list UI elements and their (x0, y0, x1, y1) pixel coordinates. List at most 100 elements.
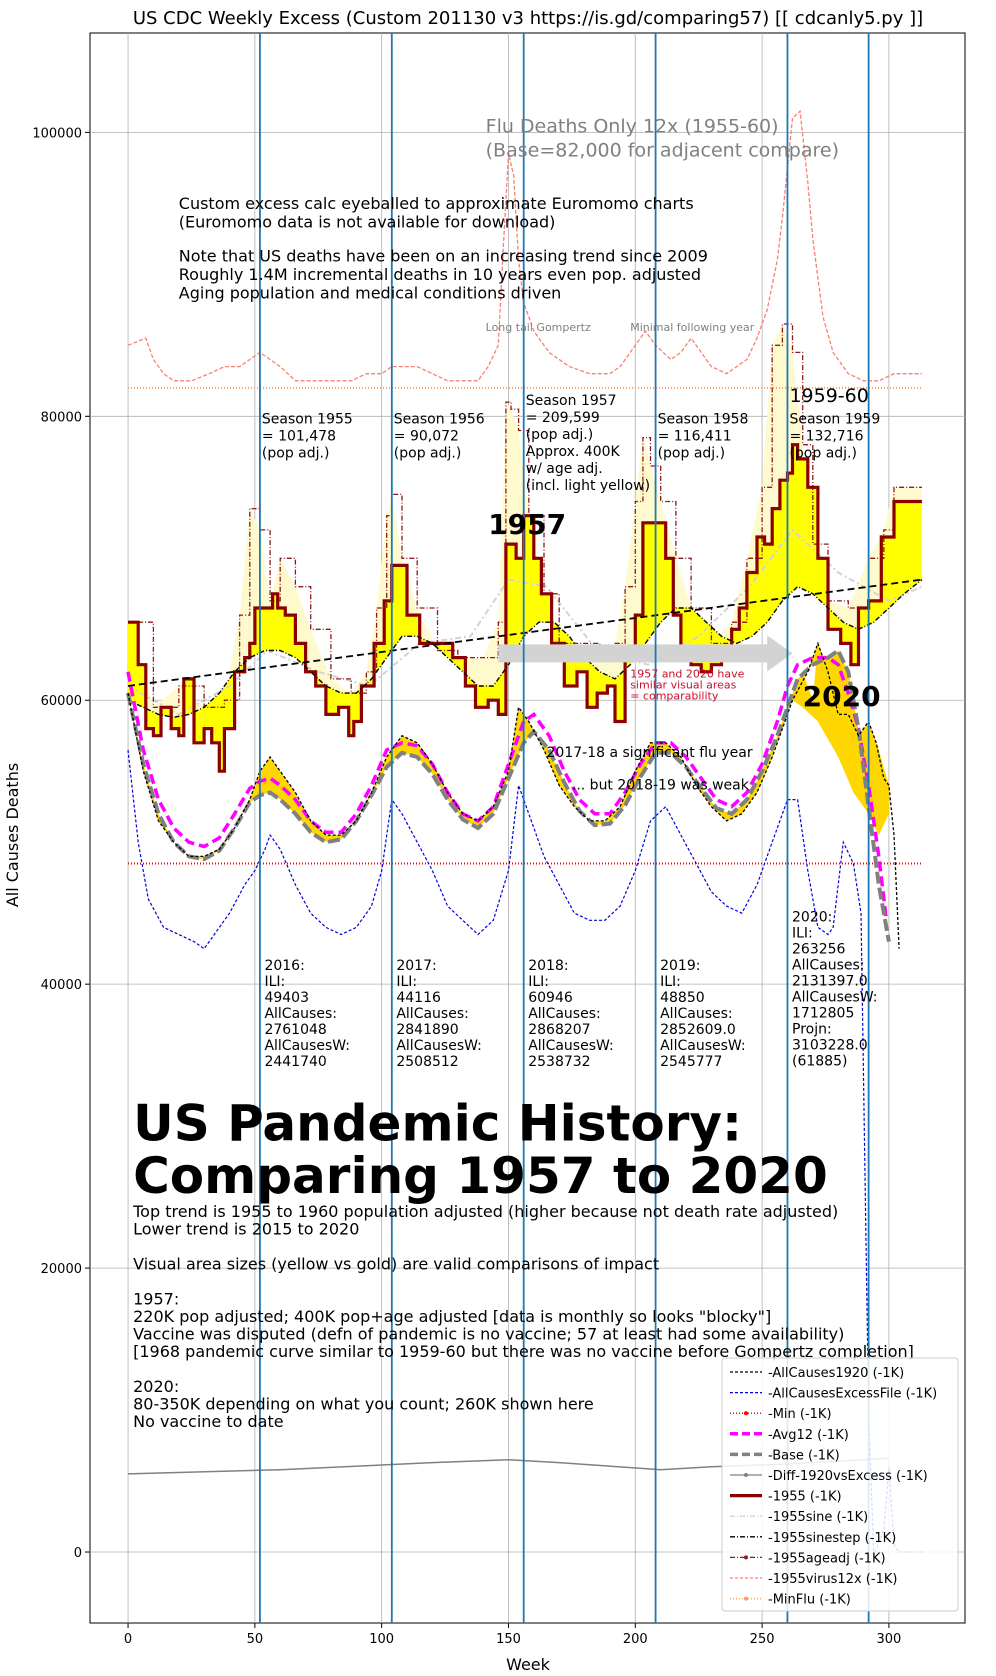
year-2017-stats: ILI: (396, 974, 417, 990)
year-2016-stats: ILI: (264, 974, 285, 990)
year-2018-stats: 2538732 (528, 1054, 590, 1070)
flu-2017-note: 2017-18 a significant flu year (547, 745, 753, 761)
y-tick-label: 80000 (41, 410, 82, 425)
year-2016-stats: 49403 (264, 990, 309, 1006)
y-tick-label: 20000 (41, 1262, 82, 1277)
body-note-line: 220K pop adjusted; 400K pop+age adjusted… (133, 1307, 771, 1326)
legend-entry: -1955ageadj (-1K) (768, 1551, 886, 1566)
year-2020-stats: (61885) (792, 1054, 847, 1070)
season-1955-label: = 101,478 (262, 428, 336, 444)
year-2017-stats: 2841890 (396, 1022, 458, 1038)
year-2018-stats: 60946 (528, 990, 573, 1006)
x-tick-label: 50 (247, 1632, 264, 1647)
year-2016-stats: AllCausesW: (264, 1038, 350, 1054)
season-1958-label: = 116,411 (658, 428, 732, 444)
label-1957: 1957 (488, 508, 566, 541)
flu-annotation-title: Flu Deaths Only 12x (1955-60) (486, 115, 779, 137)
label-1959-60: 1959-60 (789, 385, 868, 407)
year-2016-stats: 2016: (264, 958, 304, 974)
body-note-line: [1968 pandemic curve similar to 1959-60 … (133, 1342, 914, 1361)
legend-entry: -1955 (-1K) (768, 1490, 842, 1505)
year-2020-stats: ILI: (792, 926, 813, 942)
year-2019-stats: 48850 (660, 990, 705, 1006)
similar-areas-note: = comparability (630, 690, 719, 703)
season-1958-label: Season 1958 (658, 411, 749, 427)
year-2017-stats: 44116 (396, 990, 441, 1006)
legend-marker (744, 1473, 748, 1477)
y1955-line (128, 443, 922, 773)
year-2019-stats: 2852609.0 (660, 1022, 736, 1038)
year-2016-stats: AllCauses: (264, 1006, 337, 1022)
y-tick-label: 100000 (32, 126, 82, 141)
x-tick-label: 150 (496, 1632, 521, 1647)
year-2020-stats: Projn: (792, 1022, 832, 1038)
year-2018-stats: AllCauses: (528, 1006, 601, 1022)
x-tick-label: 0 (124, 1632, 132, 1647)
headline-subtitle: Comparing 1957 to 2020 (133, 1147, 828, 1205)
year-2020-stats: 2020: (792, 910, 832, 926)
body-note-line: Lower trend is 2015 to 2020 (133, 1219, 359, 1238)
season-1957-label: = 209,599 (526, 410, 600, 426)
season-1959-label: (pop adj.) (789, 445, 857, 461)
legend-entry: -1955sinestep (-1K) (768, 1531, 896, 1546)
season-1957-label: Approx. 400K (526, 444, 621, 460)
season-1957-label: (incl. light yellow) (526, 478, 650, 494)
season-1959-label: = 132,716 (789, 428, 863, 444)
year-2019-stats: AllCausesW: (660, 1038, 746, 1054)
similar-areas-note: similar visual areas (630, 679, 736, 692)
year-2017-stats: 2508512 (396, 1054, 458, 1070)
allcauses1920-line (127, 641, 900, 949)
gompertz-note: Long tail Gompertz (486, 321, 591, 334)
year-2020-stats: 263256 (792, 942, 846, 958)
comparison-arrow (498, 635, 793, 672)
legend-entry: -MinFlu (-1K) (768, 1593, 851, 1608)
year-2018-stats: ILI: (528, 974, 549, 990)
y-tick-label: 40000 (41, 978, 82, 993)
legend-box (721, 1357, 959, 1612)
body-note-line: Top trend is 1955 to 1960 population adj… (132, 1202, 838, 1221)
headline-title: US Pandemic History: (133, 1094, 742, 1152)
year-2020-stats: 3103228.0 (792, 1038, 868, 1054)
virus12x-line (127, 109, 922, 382)
season-1955-label: (pop adj.) (262, 445, 330, 461)
plot-area: 0 50 100 150 200 250 300 0 20000 40000 60000 80000 1… (32, 32, 966, 1647)
year-2020-stats: 1712805 (792, 1006, 854, 1022)
x-tick-label: 300 (876, 1632, 901, 1647)
trend-note: Aging population and medical conditions … (179, 283, 562, 302)
season-1956-label: (pop adj.) (394, 445, 462, 461)
year-2016-stats: 2441740 (264, 1054, 326, 1070)
body-note-line: Visual area sizes (yellow vs gold) are v… (133, 1254, 659, 1273)
similar-areas-note: 1957 and 2020 have (630, 668, 744, 681)
body-note-line: No vaccine to date (133, 1412, 283, 1431)
legend-entry: -1955virus12x (-1K) (768, 1572, 897, 1587)
x-tick-label: 100 (369, 1632, 394, 1647)
ageadj-1955-line (128, 323, 922, 708)
excessfile-line (127, 749, 922, 1556)
x-axis-label: Week (506, 1655, 551, 1674)
legend-entry: -Base (-1K) (768, 1448, 840, 1463)
legend-marker (744, 1411, 748, 1416)
year-2016-stats: 2761048 (264, 1022, 326, 1038)
year-2018-stats: 2868207 (528, 1022, 590, 1038)
following-year-note: Minimal following year (630, 321, 755, 334)
year-2020-stats: AllCausesW: (792, 990, 878, 1006)
year-2019-stats: AllCauses: (660, 1006, 733, 1022)
season-1957-label: w/ age adj. (526, 461, 603, 477)
legend-entry: -Min (-1K) (768, 1407, 832, 1422)
year-2018-stats: AllCausesW: (528, 1038, 614, 1054)
x-tick-label: 250 (750, 1632, 775, 1647)
season-1957-label: (pop adj.) (526, 427, 594, 443)
year-2019-stats: 2545777 (660, 1054, 722, 1070)
legend-entry: -Diff-1920vsExcess (-1K) (768, 1469, 928, 1484)
chart-title: US CDC Weekly Excess (Custom 201130 v3 h… (133, 8, 923, 29)
trend-note: Note that US deaths have been on an incr… (179, 247, 708, 266)
season-1958-label: (pop adj.) (658, 445, 726, 461)
label-2020: 2020 (803, 680, 881, 713)
custom-calc-note: Custom excess calc eyeballed to approxim… (179, 194, 694, 213)
year-2017-stats: AllCausesW: (396, 1038, 482, 1054)
y-tick-label: 60000 (41, 694, 82, 709)
year-2018-stats: 2018: (528, 958, 568, 974)
season-1955-label: Season 1955 (262, 411, 353, 427)
trend-note: Roughly 1.4M incremental deaths in 10 ye… (179, 265, 701, 284)
